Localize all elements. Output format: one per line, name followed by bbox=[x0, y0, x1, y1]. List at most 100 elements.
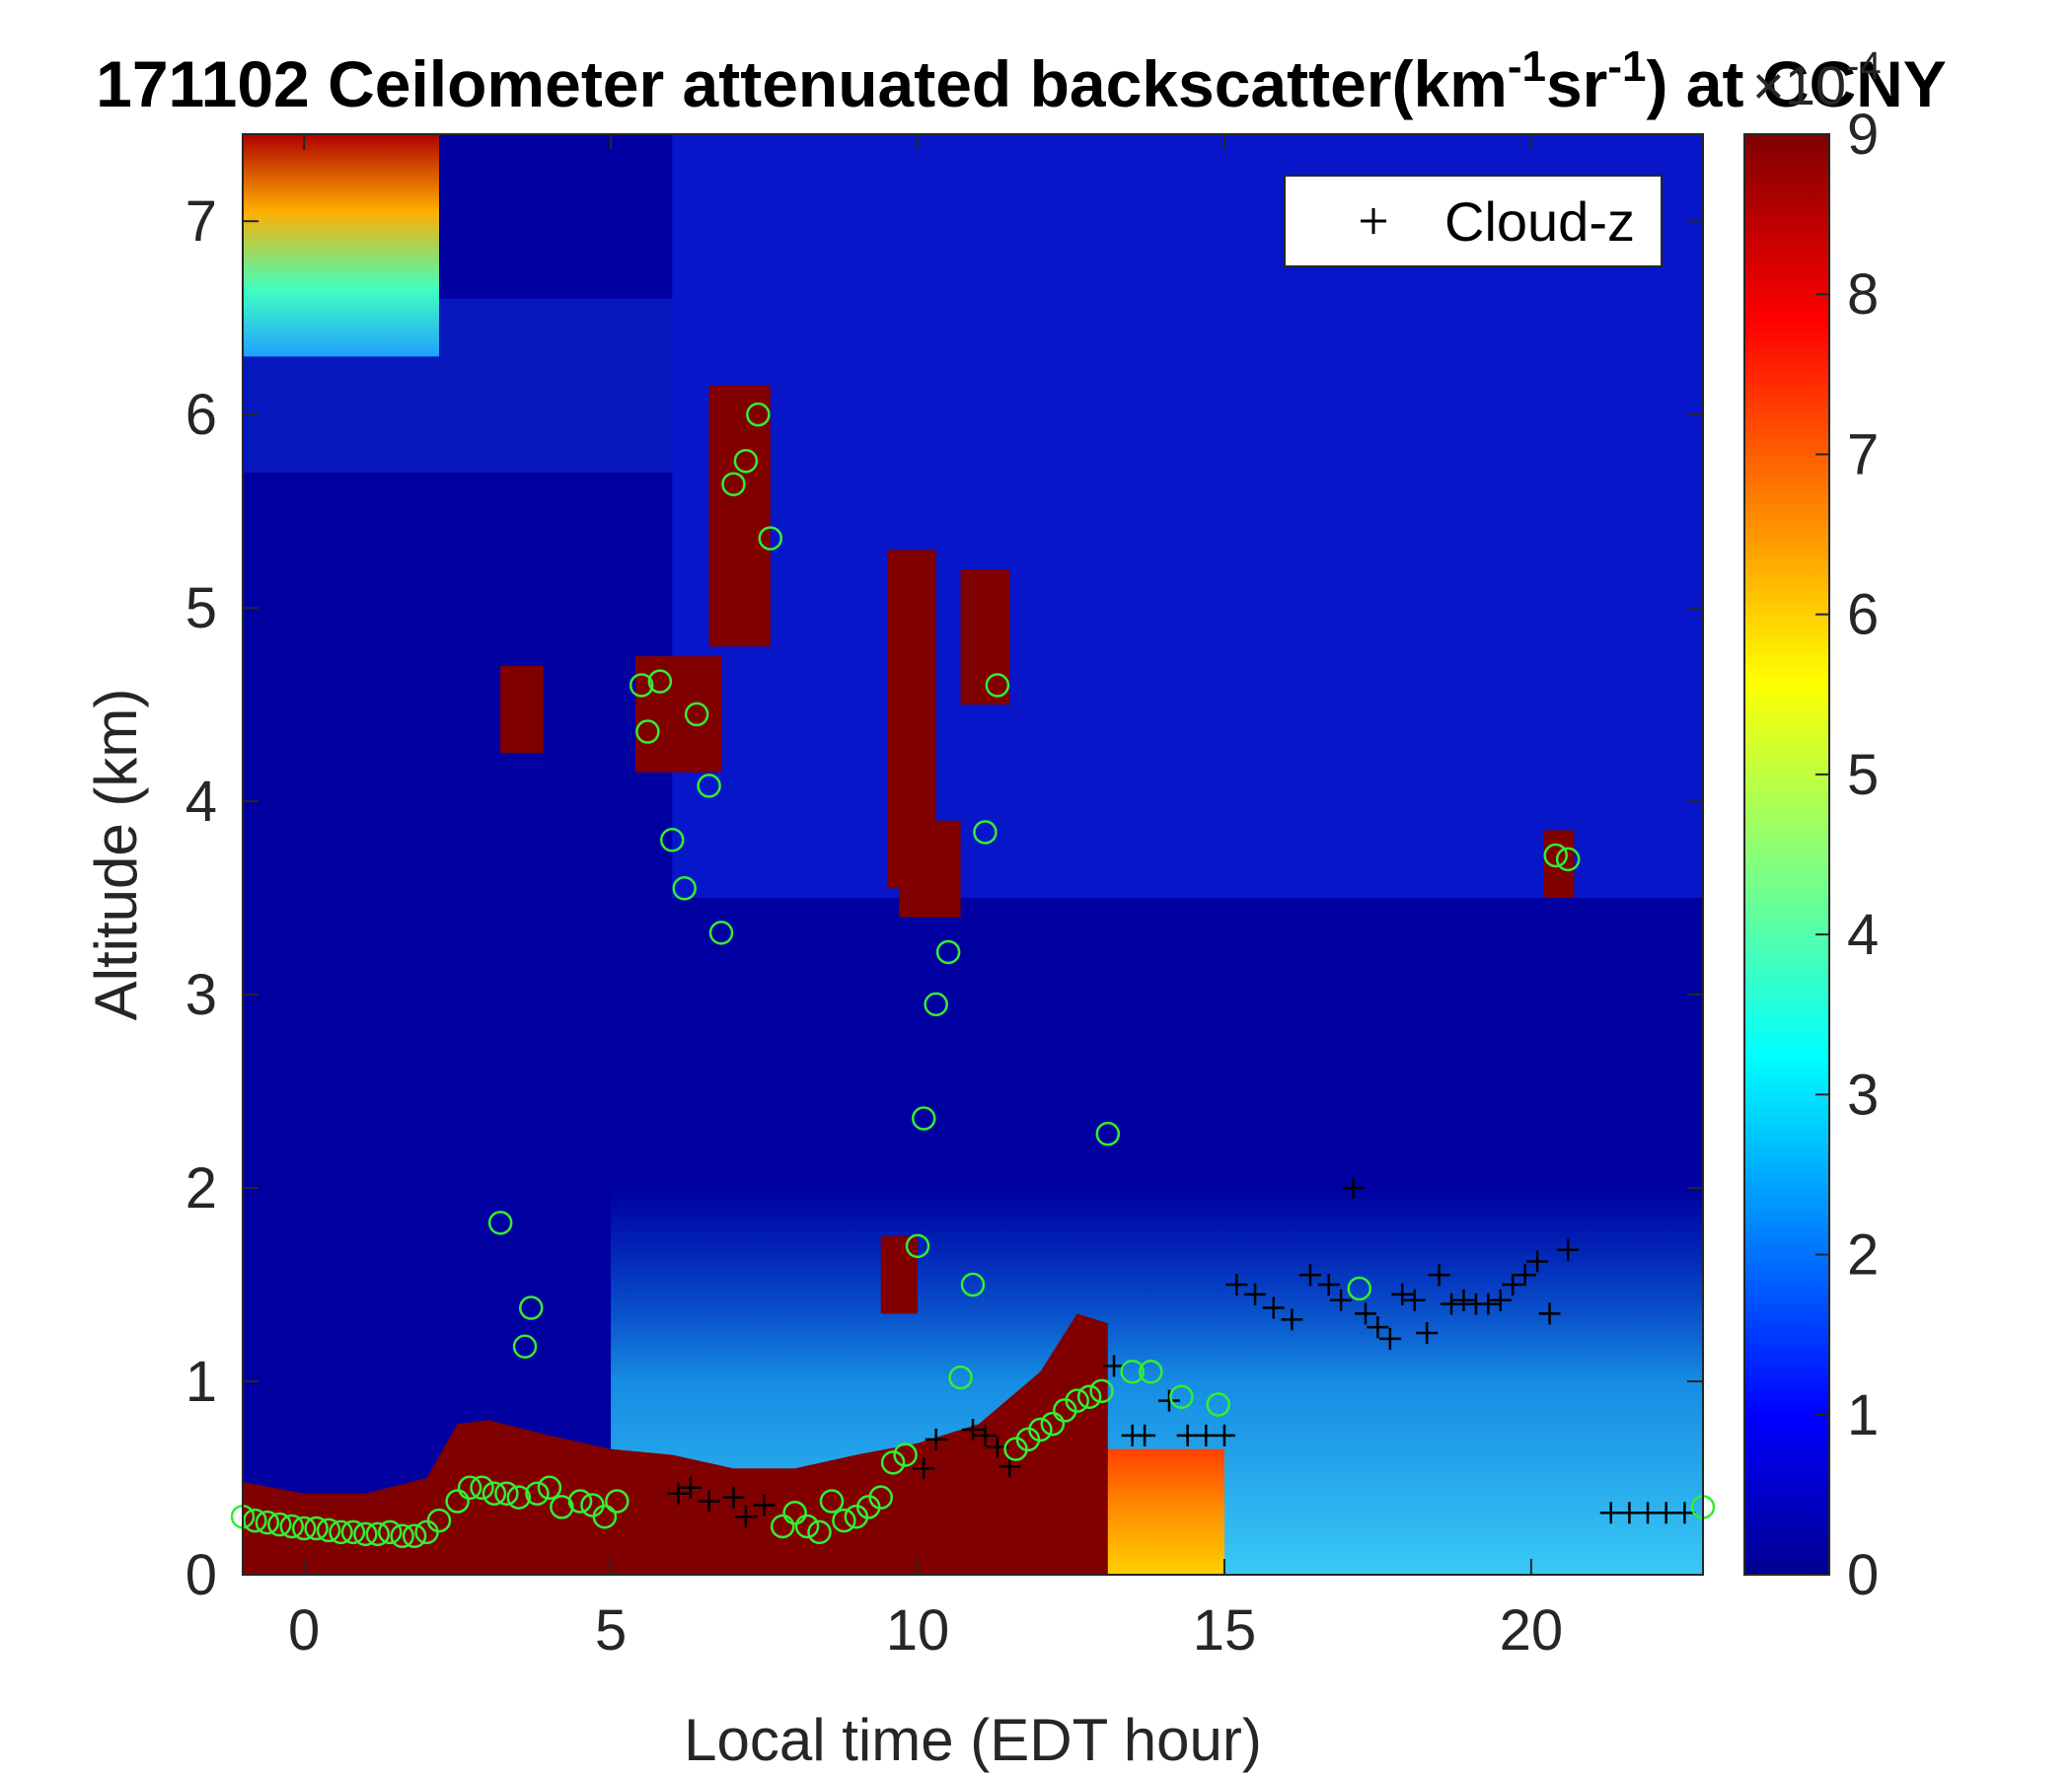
circle-marker bbox=[935, 939, 961, 965]
cloud-z-marker bbox=[1134, 1424, 1156, 1446]
heatmap-aerosol-layer bbox=[708, 385, 771, 647]
x-tick-label: 0 bbox=[288, 1598, 320, 1663]
cloud-z-marker bbox=[1655, 1502, 1677, 1524]
circle-marker bbox=[470, 1475, 494, 1501]
cloud-z-marker bbox=[1317, 1274, 1340, 1296]
y-tick-label: 0 bbox=[185, 1543, 217, 1607]
circle-marker bbox=[770, 1514, 795, 1539]
cloud-z-marker bbox=[1367, 1316, 1389, 1339]
colorbar-tick-label: 7 bbox=[1847, 422, 1879, 486]
circle-marker bbox=[832, 1508, 856, 1533]
legend: Cloud-z bbox=[1284, 175, 1663, 267]
circle-marker bbox=[746, 402, 771, 427]
circle-marker bbox=[445, 1489, 470, 1514]
circle-marker bbox=[537, 1475, 562, 1501]
cloud-z-marker bbox=[1157, 1389, 1180, 1412]
plot-frame bbox=[242, 133, 1704, 1576]
circle-marker bbox=[924, 992, 948, 1017]
cloud-z-marker bbox=[1452, 1289, 1475, 1311]
cloud-z-marker bbox=[962, 1419, 984, 1442]
circle-marker bbox=[567, 1489, 593, 1514]
circle-marker bbox=[1347, 1276, 1372, 1301]
circle-marker bbox=[426, 1508, 452, 1533]
colorbar-tick-label: 9 bbox=[1847, 103, 1879, 167]
circle-marker bbox=[1169, 1384, 1194, 1409]
cloud-z-marker bbox=[1244, 1283, 1267, 1305]
cloud-z-marker bbox=[1599, 1502, 1622, 1524]
x-tick-label: 15 bbox=[1193, 1598, 1257, 1663]
circle-marker bbox=[672, 876, 697, 901]
cloud-z-marker bbox=[1213, 1424, 1235, 1446]
cloud-z-marker bbox=[1299, 1264, 1322, 1287]
circle-marker bbox=[512, 1334, 538, 1360]
cloud-z-marker bbox=[1416, 1322, 1439, 1345]
cloud-z-marker bbox=[1391, 1283, 1414, 1305]
cloud-z-marker bbox=[1441, 1293, 1463, 1315]
y-tick-label: 6 bbox=[185, 383, 217, 447]
cloud-z-marker bbox=[1514, 1264, 1536, 1287]
colorbar-tick-label: 3 bbox=[1847, 1063, 1879, 1127]
colorbar-tick-label: 0 bbox=[1847, 1543, 1879, 1607]
colorbar: 0 1 2 3 4 5 6 7 8 9 ×10-4 bbox=[1743, 44, 1882, 1607]
circle-marker bbox=[1089, 1378, 1114, 1404]
circle-marker bbox=[782, 1501, 807, 1525]
cloud-z-marker bbox=[679, 1476, 702, 1499]
cloud-z-marker bbox=[1281, 1308, 1303, 1331]
circle-marker bbox=[329, 1519, 353, 1545]
circle-marker bbox=[807, 1519, 832, 1545]
cloud-z-marker bbox=[1477, 1293, 1500, 1315]
circle-marker bbox=[481, 1481, 507, 1506]
cloud-z-marker bbox=[1378, 1327, 1401, 1350]
circle-marker bbox=[487, 1211, 513, 1235]
circle-marker bbox=[660, 828, 685, 852]
circle-marker bbox=[1139, 1359, 1163, 1384]
cloud-z-marker bbox=[1195, 1424, 1218, 1446]
cloud-z-marker bbox=[753, 1494, 776, 1517]
circle-marker bbox=[893, 1443, 918, 1467]
colorbar-tick-label: 4 bbox=[1847, 903, 1879, 967]
circle-marker bbox=[794, 1514, 820, 1539]
cloud-z-marker bbox=[1557, 1238, 1580, 1261]
circle-marker bbox=[733, 448, 759, 474]
cloud-z-marker bbox=[1403, 1289, 1426, 1311]
circle-marker bbox=[1028, 1417, 1053, 1443]
circle-marker bbox=[708, 921, 734, 945]
cloud-z-marker bbox=[722, 1486, 745, 1509]
cloud-z-marker bbox=[913, 1457, 935, 1480]
x-axis: 0 5 10 15 20 bbox=[288, 134, 1563, 1663]
cloud-z-marker bbox=[1103, 1355, 1126, 1377]
circle-marker bbox=[340, 1519, 366, 1545]
colorbar-tick-label: 8 bbox=[1847, 262, 1879, 327]
circle-marker bbox=[629, 673, 654, 698]
colorbar-multiplier: ×10-4 bbox=[1752, 44, 1882, 116]
circle-marker bbox=[279, 1514, 304, 1539]
y-axis-label: Altitude (km) bbox=[83, 689, 149, 1021]
circle-marker bbox=[243, 1508, 267, 1533]
cloud-z-marker bbox=[1176, 1424, 1199, 1446]
circle-marker bbox=[1065, 1388, 1089, 1413]
cloud-z-marker bbox=[698, 1490, 720, 1513]
cloud-z-marker bbox=[974, 1424, 997, 1446]
legend-box bbox=[1284, 175, 1663, 267]
chart-title: 171102 Ceilometer attenuated backscatter… bbox=[96, 42, 1947, 120]
cloud-z-marker bbox=[1262, 1296, 1285, 1319]
y-tick-label: 5 bbox=[185, 576, 217, 640]
colorbar-tick-label: 5 bbox=[1847, 743, 1879, 807]
circle-marker bbox=[905, 1233, 930, 1259]
cloud-z-marker bbox=[1538, 1302, 1561, 1325]
circle-marker bbox=[647, 669, 673, 694]
circle-marker bbox=[697, 774, 721, 798]
y-tick-label: 7 bbox=[185, 189, 217, 254]
heatmap-saturated-boundary-layer bbox=[243, 1313, 1108, 1575]
cloud-z-marker bbox=[1342, 1177, 1365, 1200]
colorbar-tick-label: 1 bbox=[1847, 1383, 1879, 1447]
circle-marker bbox=[1120, 1359, 1145, 1384]
circle-marker bbox=[880, 1450, 906, 1475]
cloud-z-marker bbox=[1618, 1502, 1641, 1524]
y-tick-label: 2 bbox=[185, 1156, 217, 1221]
circle-marker bbox=[365, 1521, 391, 1547]
circle-marker bbox=[494, 1481, 519, 1506]
colorbar-tick-label: 6 bbox=[1847, 583, 1879, 647]
circle-marker bbox=[948, 1365, 973, 1390]
cloud-z-marker bbox=[1428, 1264, 1450, 1287]
